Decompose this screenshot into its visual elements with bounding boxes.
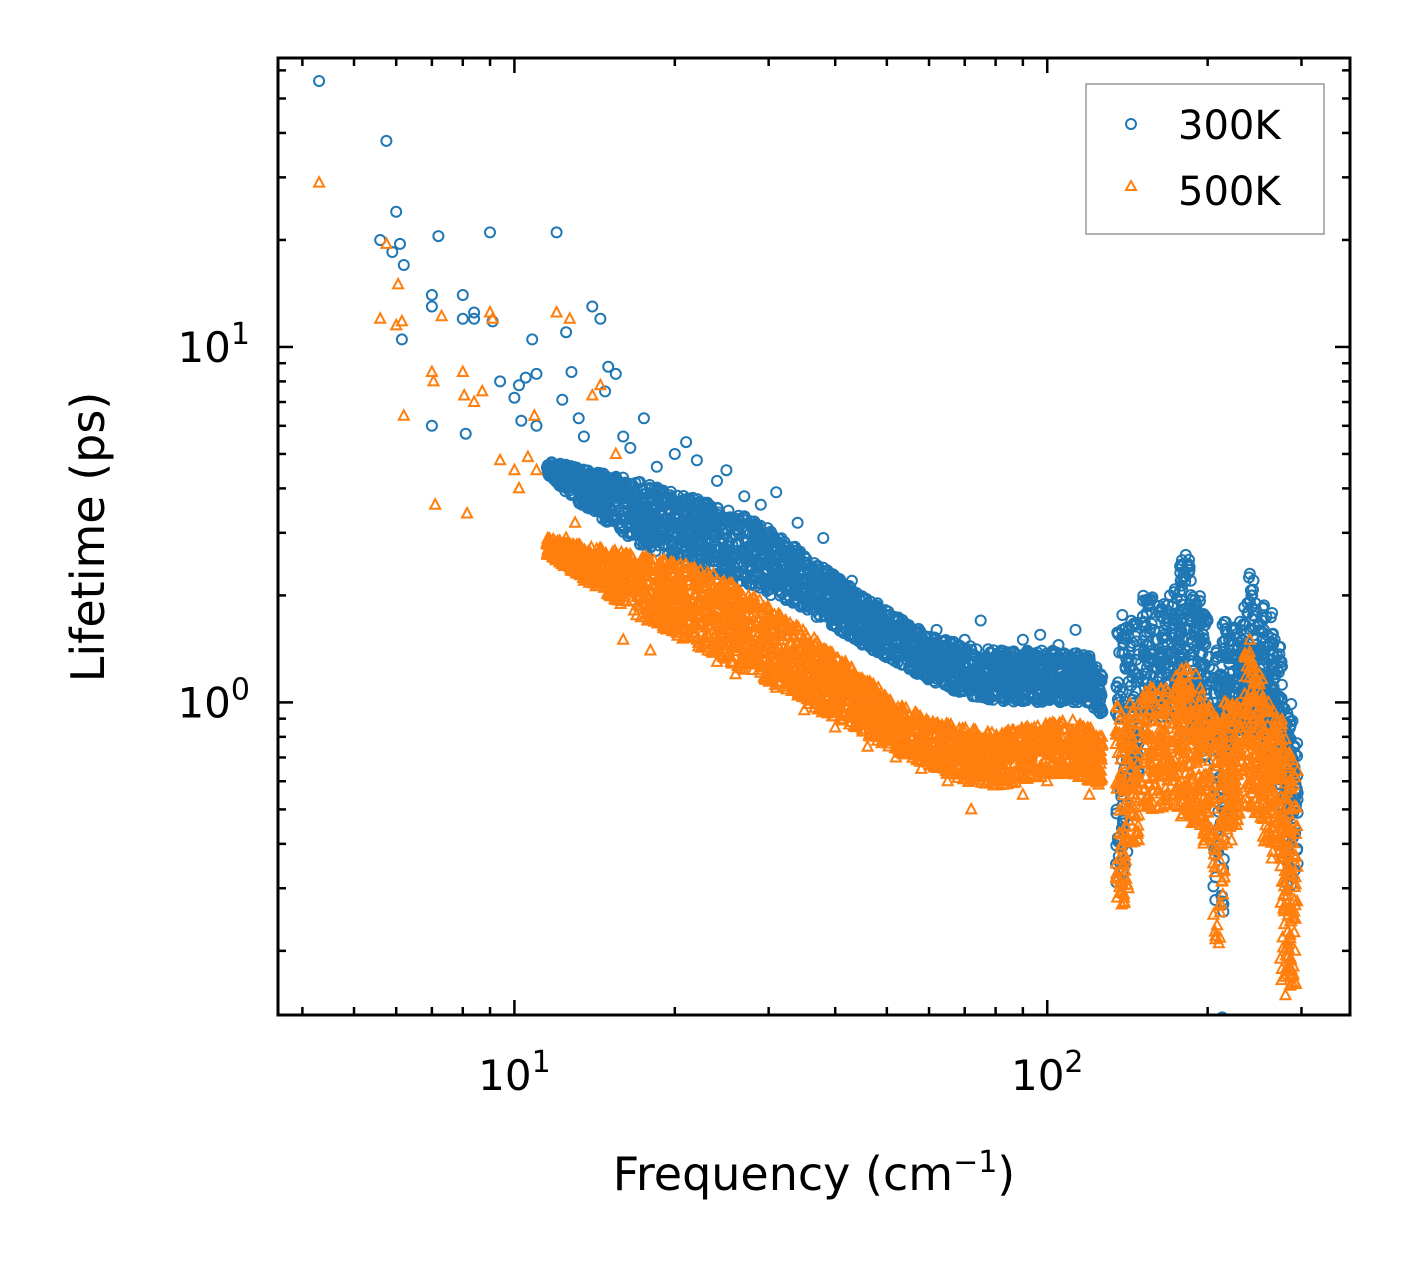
series-300k xyxy=(313,75,1304,1015)
series-layer xyxy=(312,75,1305,1015)
